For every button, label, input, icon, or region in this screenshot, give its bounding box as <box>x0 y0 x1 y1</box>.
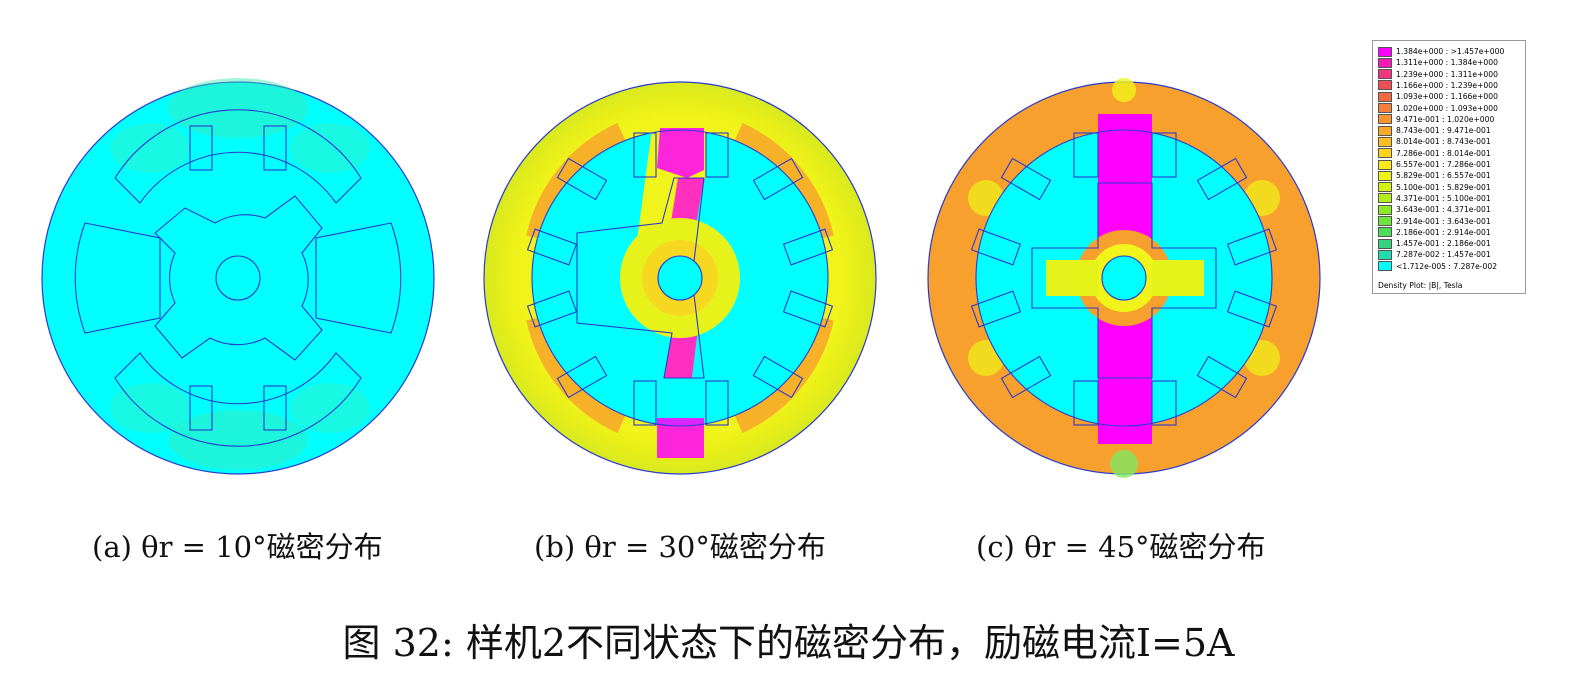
legend-entry: 7.287e-002 : 1.457e-001 <box>1378 249 1491 260</box>
legend-label: 8.014e-001 : 8.743e-001 <box>1396 137 1491 147</box>
legend-swatch <box>1378 159 1392 170</box>
legend-swatch <box>1378 103 1392 114</box>
legend-title: Density Plot: |B|, Tesla <box>1378 281 1463 290</box>
flux-density-plot-a <box>41 78 435 475</box>
legend-label: 8.743e-001 : 9.471e-001 <box>1396 126 1491 136</box>
legend-entry: 5.829e-001 : 6.557e-001 <box>1378 170 1491 181</box>
flux-density-plot-c <box>927 78 1321 478</box>
legend-label: 7.287e-002 : 1.457e-001 <box>1396 250 1491 260</box>
legend-entry: 5.100e-001 : 5.829e-001 <box>1378 182 1491 193</box>
density-legend: Density Plot: |B|, Tesla 1.384e+000 : >1… <box>1372 40 1526 294</box>
legend-entry: 7.286e-001 : 8.014e-001 <box>1378 148 1491 159</box>
legend-swatch <box>1378 80 1392 91</box>
legend-label: 2.914e-001 : 3.643e-001 <box>1396 216 1491 226</box>
figure-caption: 图 32: 样机2不同状态下的磁密分布，励磁电流I=5A <box>342 621 1235 665</box>
legend-entry: 1.384e+000 : >1.457e+000 <box>1378 46 1504 57</box>
legend-label: 6.557e-001 : 7.286e-001 <box>1396 160 1491 170</box>
flux-density-plot-b <box>483 81 877 475</box>
legend-label: 1.093e+000 : 1.166e+000 <box>1396 92 1498 102</box>
caption-b: (b) θr = 30°磁密分布 <box>534 530 826 564</box>
caption-c: (c) θr = 45°磁密分布 <box>976 530 1266 564</box>
legend-label: 5.100e-001 : 5.829e-001 <box>1396 182 1491 192</box>
legend-swatch <box>1378 69 1392 80</box>
legend-swatch <box>1378 182 1392 193</box>
legend-entry: 9.471e-001 : 1.020e+000 <box>1378 114 1494 125</box>
legend-swatch <box>1378 170 1392 181</box>
legend-label: 9.471e-001 : 1.020e+000 <box>1396 114 1495 124</box>
legend-entry: <1.712e-005 : 7.287e-002 <box>1378 261 1497 272</box>
legend-label: 4.371e-001 : 5.100e-001 <box>1396 193 1491 203</box>
legend-entry: 2.186e-001 : 2.914e-001 <box>1378 227 1491 238</box>
legend-swatch <box>1378 249 1392 260</box>
legend-entry: 2.914e-001 : 3.643e-001 <box>1378 216 1491 227</box>
legend-entry: 1.093e+000 : 1.166e+000 <box>1378 91 1498 102</box>
legend-swatch <box>1378 57 1392 68</box>
legend-entry: 6.557e-001 : 7.286e-001 <box>1378 159 1491 170</box>
legend-swatch <box>1378 227 1392 238</box>
legend-swatch <box>1378 261 1392 272</box>
legend-entry: 1.311e+000 : 1.384e+000 <box>1378 57 1498 68</box>
legend-entry: 1.166e+000 : 1.239e+000 <box>1378 80 1498 91</box>
legend-entry: 1.020e+000 : 1.093e+000 <box>1378 103 1498 114</box>
legend-label: 1.457e-001 : 2.186e-001 <box>1396 239 1491 249</box>
panel-a <box>40 38 440 478</box>
legend-swatch <box>1378 91 1392 102</box>
legend-label: 1.020e+000 : 1.093e+000 <box>1396 103 1498 113</box>
legend-entry: 8.743e-001 : 9.471e-001 <box>1378 125 1491 136</box>
legend-entry: 8.014e-001 : 8.743e-001 <box>1378 136 1491 147</box>
legend-label: 1.166e+000 : 1.239e+000 <box>1396 80 1498 90</box>
legend-entry: 1.239e+000 : 1.311e+000 <box>1378 69 1498 80</box>
legend-entry: 4.371e-001 : 5.100e-001 <box>1378 193 1491 204</box>
legend-swatch <box>1378 136 1392 147</box>
legend-label: 1.311e+000 : 1.384e+000 <box>1396 58 1498 68</box>
legend-label: 3.643e-001 : 4.371e-001 <box>1396 205 1491 215</box>
legend-swatch <box>1378 216 1392 227</box>
legend-swatch <box>1378 193 1392 204</box>
legend-swatch <box>1378 125 1392 136</box>
legend-label: 5.829e-001 : 6.557e-001 <box>1396 171 1491 181</box>
legend-entry: 3.643e-001 : 4.371e-001 <box>1378 204 1491 215</box>
legend-label: 1.384e+000 : >1.457e+000 <box>1396 47 1505 57</box>
legend-swatch <box>1378 148 1392 159</box>
panel-b <box>482 38 882 478</box>
legend-label: 2.186e-001 : 2.914e-001 <box>1396 227 1491 237</box>
legend-entry: 1.457e-001 : 2.186e-001 <box>1378 238 1491 249</box>
legend-label: 1.239e+000 : 1.311e+000 <box>1396 69 1498 79</box>
legend-label: 7.286e-001 : 8.014e-001 <box>1396 148 1491 158</box>
panel-c <box>926 38 1326 478</box>
caption-a: (a) θr = 10°磁密分布 <box>92 530 383 564</box>
legend-swatch <box>1378 114 1392 125</box>
legend-label: <1.712e-005 : 7.287e-002 <box>1396 261 1498 271</box>
legend-swatch <box>1378 46 1392 57</box>
legend-swatch <box>1378 238 1392 249</box>
legend-swatch <box>1378 204 1392 215</box>
